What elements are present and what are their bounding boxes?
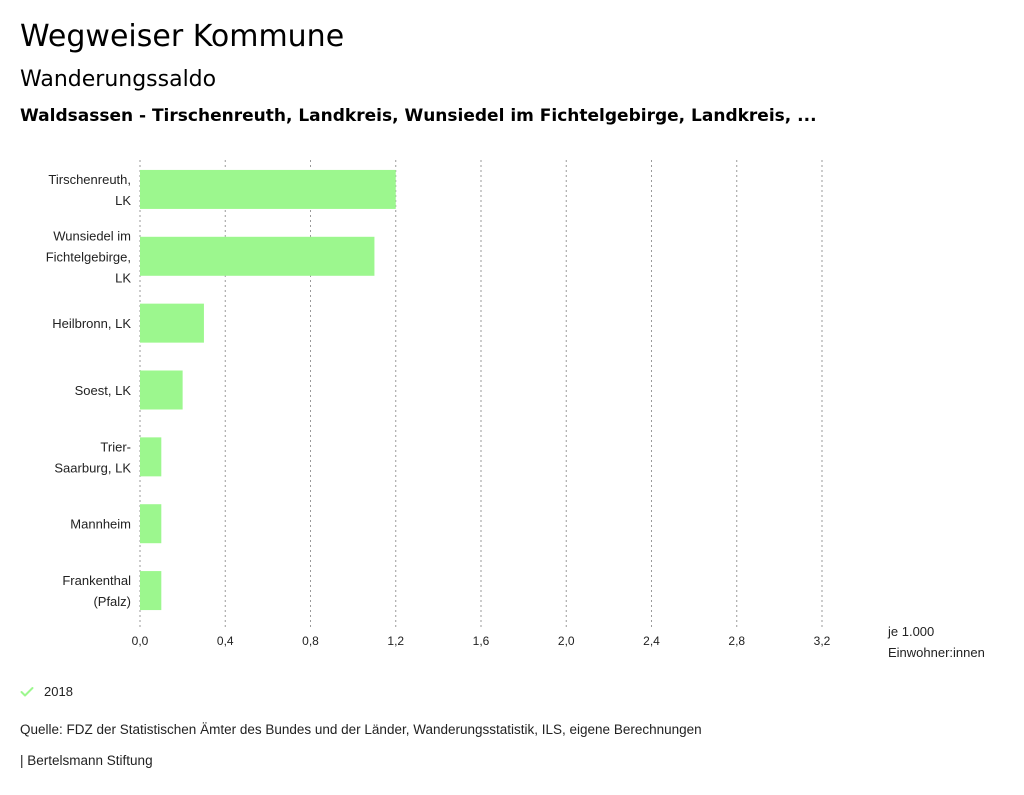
unit-line-1: je 1.000 [888,624,935,639]
x-tick-label: 2,0 [558,634,575,648]
category-label: Heilbronn, LK [52,316,131,331]
category-label-line: Tirschenreuth, [48,172,131,187]
bar[interactable] [140,571,162,611]
x-tick-label: 3,2 [814,634,831,648]
category-label-line: LK [115,270,131,285]
x-tick-label: 0,4 [217,634,234,648]
category-label: Mannheim [70,517,131,532]
region-heading: Waldsassen - Tirschenreuth, Landkreis, W… [20,106,817,126]
bar[interactable] [140,169,396,209]
x-tick-label: 2,8 [728,634,745,648]
category-label-line: LK [115,193,131,208]
x-tick-label: 2,4 [643,634,660,648]
category-label-line: Fichtelgebirge, [46,249,131,264]
page-title: Wegweiser Kommune [20,19,345,54]
x-tick-label: 0,8 [302,634,319,648]
bar[interactable] [140,236,375,276]
category-label: Frankenthal (Pfalz) [62,573,131,609]
x-axis-unit-label: je 1.000 Einwohner:innen [888,621,1018,663]
category-label: Soest, LK [75,383,132,398]
bar[interactable] [140,370,183,410]
source-note: Quelle: FDZ der Statistischen Ämter des … [20,722,702,737]
legend-item-2018[interactable]: 2018 [20,684,73,699]
credit-note: | Bertelsmann Stiftung [20,753,153,768]
category-label-line: (Pfalz) [93,594,131,609]
category-label: Wunsiedel im Fichtelgebirge, LK [46,228,132,285]
unit-line-2: Einwohner:innen [888,645,985,660]
category-label: Tirschenreuth, LK [48,172,131,208]
x-tick-label: 1,2 [387,634,404,648]
bar[interactable] [140,303,204,343]
category-label: Trier- Saarburg, LK [54,439,131,475]
category-label-line: Mannheim [70,517,131,532]
category-label-line: Heilbronn, LK [52,316,131,331]
category-label-line: Soest, LK [75,383,132,398]
x-tick-label: 1,6 [473,634,490,648]
chart-subtitle: Wanderungssaldo [20,67,217,92]
category-label-line: Saarburg, LK [54,460,131,475]
bar[interactable] [140,504,162,544]
bar[interactable] [140,437,162,477]
category-label-line: Frankenthal [62,573,131,588]
x-tick-label: 0,0 [132,634,149,648]
bar-chart: 0,0 0,4 0,8 1,2 1,6 2,0 2,4 2,8 3,2 Tirschenreuth… [46,160,831,648]
category-label-line: Trier- [100,439,131,454]
legend-label: 2018 [44,684,73,699]
category-label-line: Wunsiedel im [53,228,131,243]
check-icon [20,686,34,696]
